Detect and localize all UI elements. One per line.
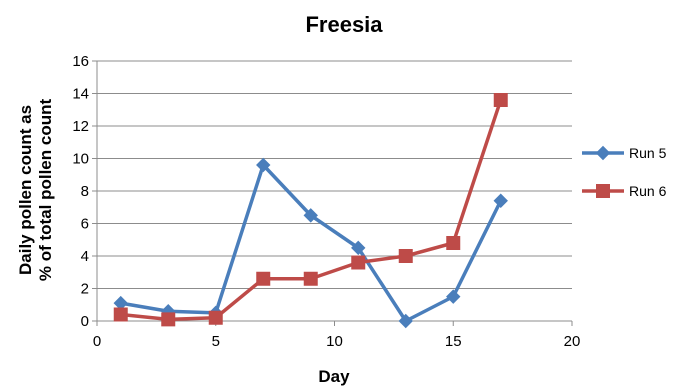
series-line [120, 163, 503, 323]
data-point [351, 255, 366, 270]
gridlines [97, 60, 572, 289]
y-axis-title-line-1: Daily pollen count as [16, 105, 35, 275]
x-axis-title: Day [318, 367, 350, 386]
legend: Run 5 Run 6 [582, 145, 667, 199]
legend-marker [595, 145, 611, 161]
data-point [493, 93, 508, 107]
data-point [303, 208, 318, 223]
data-point [113, 307, 128, 322]
y-tick-label: 12 [72, 118, 89, 135]
axes [92, 60, 573, 326]
legend-marker [596, 184, 610, 198]
x-tick-label: 20 [564, 333, 581, 350]
data-point [446, 289, 461, 304]
y-tick-label: 4 [81, 248, 89, 265]
y-tick-label: 0 [81, 313, 89, 330]
y-tick-label: 8 [81, 183, 89, 200]
y-tick-label: 2 [81, 281, 89, 298]
x-tick-label: 15 [445, 333, 462, 350]
data-point [256, 271, 271, 286]
y-tick-label: 14 [72, 86, 89, 103]
legend-label: Run 6 [629, 183, 667, 199]
y-tick-labels: 0 2 4 6 8 10 12 14 16 [72, 53, 89, 330]
x-tick-labels: 0 5 10 15 20 [93, 333, 581, 350]
series-run-6 [113, 93, 508, 327]
series-group [113, 93, 508, 329]
y-axis-title-line-2: % of total pollen count [36, 99, 55, 282]
data-point [303, 271, 318, 286]
x-tick-label: 5 [212, 333, 220, 350]
data-point [208, 310, 223, 325]
x-tick-label: 0 [93, 333, 101, 350]
y-tick-label: 6 [81, 216, 89, 233]
data-point [161, 312, 176, 327]
data-point [256, 157, 271, 173]
chart-title: Freesia [305, 12, 383, 37]
x-tick-label: 10 [326, 333, 343, 350]
data-point [493, 193, 508, 208]
data-point [398, 313, 413, 329]
y-tick-label: 16 [72, 53, 89, 70]
data-point [446, 236, 461, 250]
legend-entry: Run 5 [582, 145, 667, 161]
data-point [398, 249, 413, 263]
y-tick-label: 10 [72, 151, 89, 168]
legend-entry: Run 6 [582, 183, 667, 199]
legend-label: Run 5 [629, 145, 667, 161]
data-point [351, 240, 366, 256]
y-axis-title: Daily pollen count as % of total pollen … [16, 99, 55, 282]
